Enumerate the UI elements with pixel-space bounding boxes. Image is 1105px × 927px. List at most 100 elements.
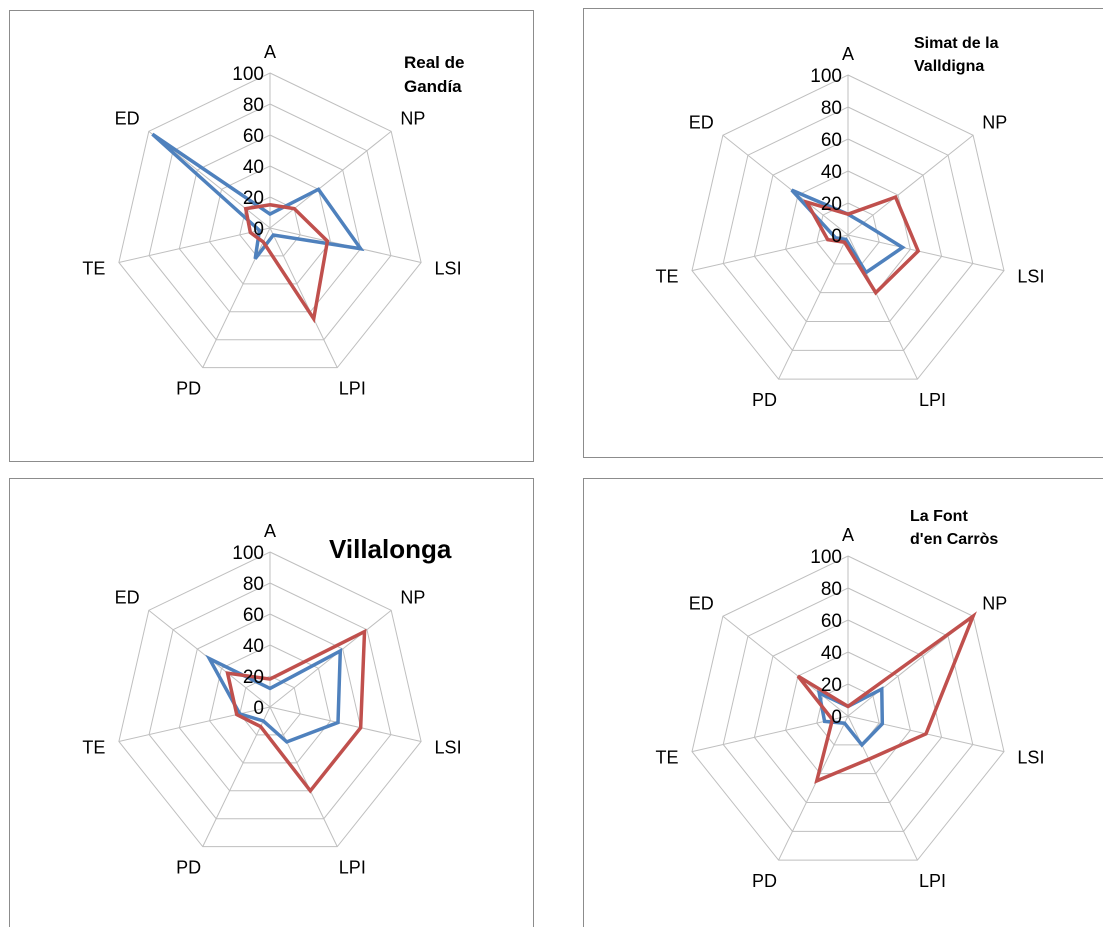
tick-label: 20 [821, 675, 842, 696]
grid-ring [148, 582, 392, 820]
grid-spoke [691, 234, 849, 272]
grid-ring [209, 165, 331, 285]
tick-label: 40 [821, 643, 842, 664]
radar-grid [691, 555, 1005, 861]
grid-spoke [202, 227, 271, 368]
axis-label-te: TE [656, 266, 679, 286]
grid-spoke [778, 715, 849, 861]
tick-label: 100 [232, 64, 264, 85]
tick-label: 20 [243, 188, 264, 209]
tick-label: 20 [821, 194, 842, 215]
grid-spoke [691, 715, 849, 753]
radar-grid [691, 74, 1005, 380]
axis-label-pd: PD [752, 871, 777, 891]
axis-label-lpi: LPI [339, 857, 366, 877]
tick-label: 60 [243, 605, 264, 626]
grid-ring [148, 103, 392, 341]
grid-spoke [269, 609, 392, 708]
series-line-2 [803, 194, 921, 296]
tick-label: 100 [232, 543, 264, 564]
chart-title: Gandía [404, 77, 462, 96]
axis-label-a: A [842, 44, 854, 64]
axis-label-pd: PD [752, 390, 777, 410]
series-line-2 [243, 202, 330, 324]
axis-label-lsi: LSI [1017, 266, 1044, 286]
tick-label: 0 [831, 226, 842, 247]
grid-ring [691, 555, 1005, 861]
radar-panel-villalonga: 0 20 40 60 80 100 A NP LSI LPI PD TE ED Villalonga [9, 478, 534, 927]
axis-label-lsi: LSI [435, 737, 462, 757]
axis-label-a: A [264, 42, 276, 62]
axis-label-ed: ED [689, 113, 714, 133]
grid-ring [722, 106, 974, 351]
radar-grid [118, 72, 422, 369]
grid-ring [816, 202, 880, 265]
grid-ring [239, 196, 301, 257]
series-line-2 [225, 628, 367, 794]
tick-label: 80 [243, 95, 264, 116]
axis-label-np: NP [982, 113, 1007, 133]
chart-title: Valldigna [914, 58, 984, 75]
grid-ring [118, 72, 422, 369]
tick-label: 40 [243, 157, 264, 178]
axis-label-lpi: LPI [919, 390, 946, 410]
grid-ring [178, 134, 362, 313]
chart-title: Villalonga [329, 534, 452, 564]
grid-spoke [269, 130, 392, 229]
tick-label: 100 [810, 66, 842, 87]
axis-label-np: NP [982, 594, 1007, 614]
series-line-1 [816, 686, 885, 748]
series-line-1 [790, 188, 906, 275]
axis-label-np: NP [400, 588, 425, 608]
axis-label-pd: PD [176, 857, 201, 877]
axis-label-lsi: LSI [435, 258, 462, 278]
axis-label-np: NP [400, 109, 425, 129]
grid-spoke [269, 706, 338, 847]
grid-spoke [778, 234, 849, 380]
grid-spoke [847, 715, 918, 861]
grid-spoke [847, 234, 1005, 272]
series-line-2 [796, 611, 977, 784]
tick-label: 0 [253, 219, 264, 240]
axis-label-lpi: LPI [919, 871, 946, 891]
tick-label: 80 [821, 579, 842, 600]
tick-label: 40 [821, 162, 842, 183]
grid-spoke [269, 706, 422, 742]
axis-label-lsi: LSI [1017, 747, 1044, 767]
series-line-1 [205, 647, 343, 744]
radar-panel-simat-de-la-valldigna: 0 20 40 60 80 100 A NP LSI LPI PD TE ED Simat de la Va… [583, 8, 1103, 458]
grid-spoke [722, 134, 849, 236]
axis-label-te: TE [82, 737, 105, 757]
radar-panel-la-font-den-carros: 0 20 40 60 80 100 A NP LSI LPI PD TE ED La Font d'en C… [583, 478, 1103, 927]
axis-label-ed: ED [689, 594, 714, 614]
tick-label: 60 [243, 126, 264, 147]
grid-ring [239, 675, 301, 736]
tick-label: 80 [243, 574, 264, 595]
axis-label-pd: PD [176, 378, 201, 398]
series-line-1 [151, 132, 365, 260]
tick-label: 60 [821, 611, 842, 632]
grid-ring [178, 613, 362, 792]
axis-label-ed: ED [115, 109, 140, 129]
chart-title: Simat de la [914, 35, 999, 52]
axis-label-a: A [264, 521, 276, 541]
axis-label-ed: ED [115, 588, 140, 608]
axis-label-te: TE [82, 258, 105, 278]
chart-title: d'en Carròs [910, 531, 998, 548]
grid-spoke [118, 706, 271, 742]
grid-spoke [722, 615, 849, 717]
chart-title: Real de [404, 53, 464, 72]
radar-grid [118, 551, 422, 848]
tick-label: 20 [243, 667, 264, 688]
tick-label: 0 [253, 698, 264, 719]
tick-label: 40 [243, 636, 264, 657]
grid-ring [753, 138, 943, 322]
chart-title: La Font [910, 508, 968, 525]
grid-ring [722, 587, 974, 832]
grid-ring [785, 651, 911, 775]
tick-label: 0 [831, 707, 842, 728]
grid-spoke [118, 227, 271, 263]
